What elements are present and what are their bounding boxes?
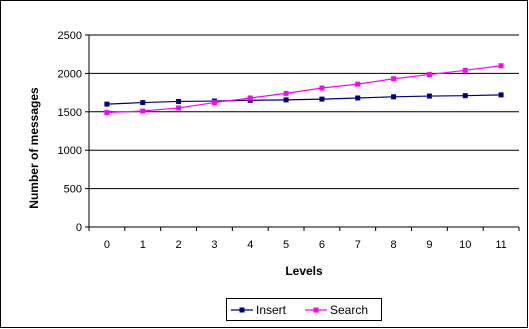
data-point-search-6 (319, 85, 325, 91)
data-point-insert-2 (176, 98, 182, 104)
data-point-insert-9 (426, 93, 432, 99)
x-tick-labels: 0 1 2 3 4 5 6 7 8 9 10 11 (104, 239, 507, 251)
legend-box (226, 298, 382, 321)
data-point-insert-5 (283, 97, 289, 103)
x-tick-label-5: 5 (283, 239, 289, 251)
y-tick-label-1500: 1500 (58, 107, 82, 119)
x-tick-label-6: 6 (319, 239, 325, 251)
x-tick-label-1: 1 (140, 239, 146, 251)
legend-label-insert: Insert (256, 303, 287, 317)
legend-marker-search (313, 307, 319, 313)
x-tick-label-0: 0 (104, 239, 110, 251)
data-point-search-11 (498, 63, 504, 69)
axes (85, 34, 520, 231)
series-line-search (106, 65, 502, 114)
legend-item-search: Search (305, 303, 368, 317)
x-tick-label-2: 2 (176, 239, 182, 251)
data-point-search-9 (426, 72, 432, 78)
series-layer (104, 63, 504, 116)
legend-marker-insert (239, 307, 245, 313)
legend: Insert Search (226, 298, 382, 321)
x-tick-label-7: 7 (355, 239, 361, 251)
legend-item-insert: Insert (231, 303, 287, 317)
x-tick-label-10: 10 (459, 239, 471, 251)
data-point-insert-10 (462, 93, 468, 99)
data-point-search-2 (176, 105, 182, 111)
data-point-search-1 (140, 108, 146, 114)
y-tick-label-500: 500 (64, 184, 82, 196)
data-point-insert-8 (391, 94, 397, 100)
x-tick-label-9: 9 (426, 239, 432, 251)
data-point-search-0 (104, 110, 110, 116)
x-tick-label-3: 3 (211, 239, 217, 251)
data-point-insert-0 (104, 101, 110, 107)
x-tick-label-4: 4 (247, 239, 253, 251)
y-tick-label-2000: 2000 (58, 68, 82, 80)
data-point-insert-7 (355, 95, 361, 101)
data-point-search-5 (283, 90, 289, 96)
data-point-search-10 (462, 67, 468, 73)
legend-label-search: Search (330, 303, 368, 317)
x-axis-title: Levels (285, 264, 323, 278)
y-tick-labels: 0 500 1000 1500 2000 2500 (58, 30, 82, 234)
gridlines (89, 34, 519, 190)
y-axis-title: Number of messages (27, 87, 41, 209)
data-point-search-7 (355, 81, 361, 87)
data-point-insert-1 (140, 100, 146, 106)
data-point-insert-6 (319, 96, 325, 102)
data-point-search-3 (211, 100, 217, 106)
data-point-search-4 (247, 95, 253, 101)
y-tick-label-0: 0 (76, 222, 82, 234)
x-tick-label-11: 11 (495, 239, 506, 251)
data-point-search-8 (391, 76, 397, 82)
series-line-insert (106, 94, 502, 105)
data-point-insert-11 (498, 92, 504, 98)
y-tick-label-2500: 2500 (58, 30, 82, 42)
series-search (104, 63, 504, 116)
x-tick-label-8: 8 (391, 239, 397, 251)
y-tick-label-1000: 1000 (58, 145, 82, 157)
